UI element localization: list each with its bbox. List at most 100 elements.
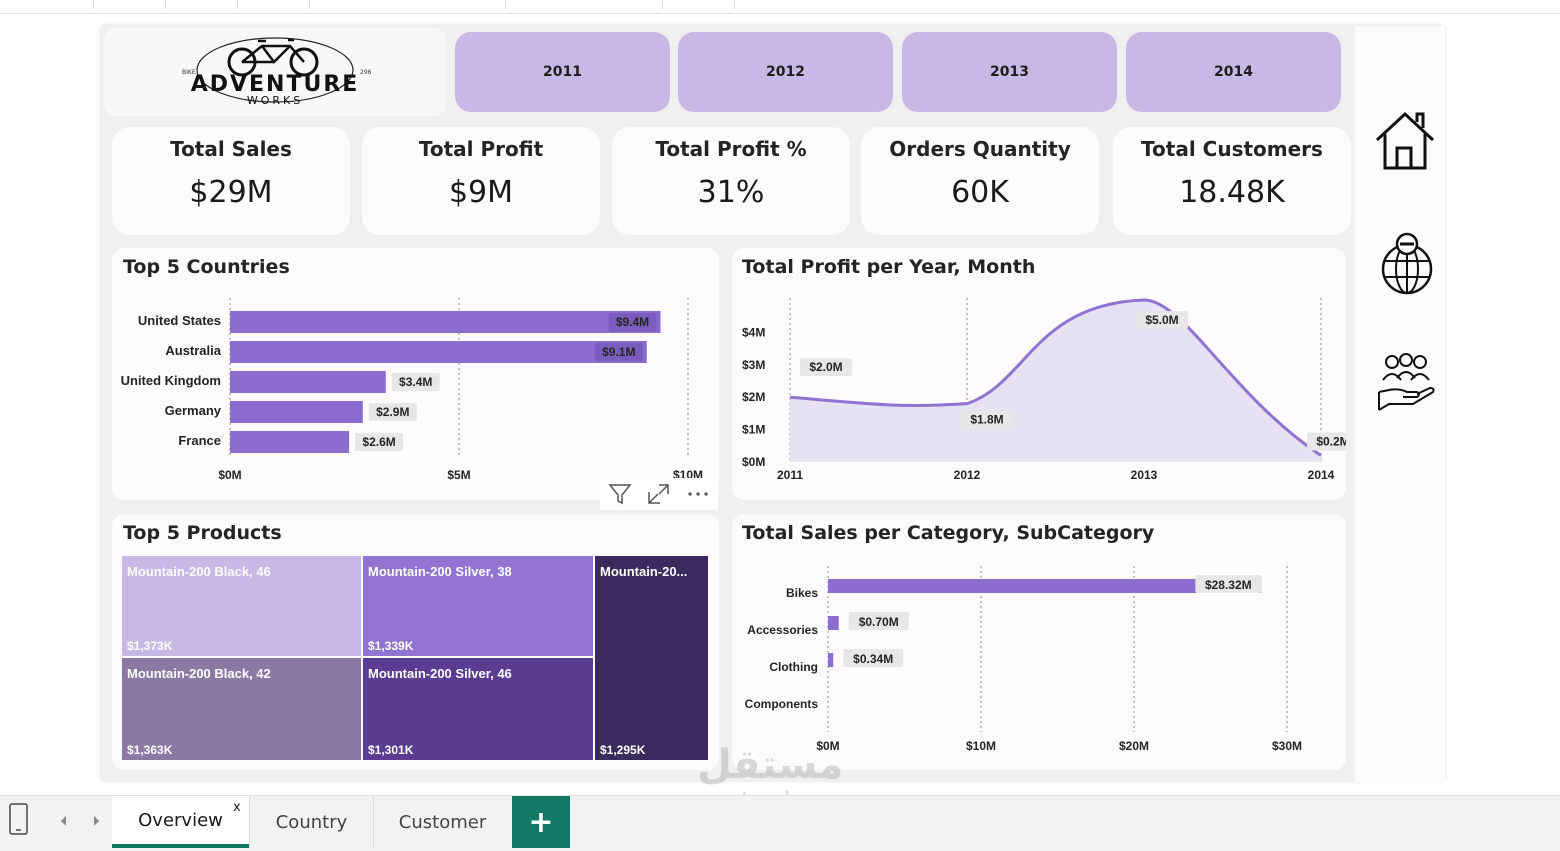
data-label-bg	[1136, 311, 1188, 329]
y-tick-label: $3M	[742, 358, 765, 372]
profit-area-chart: $0M $1M $2M $3M $4M 2011 2012 2013 2014 $2.0M $1.8…	[742, 298, 1346, 482]
tab-country[interactable]: Country	[275, 811, 348, 833]
bar	[828, 616, 839, 630]
kpi-value: 18.48K	[1179, 175, 1285, 210]
data-label: $9.1M	[602, 345, 635, 359]
globe-icon[interactable]	[1379, 230, 1435, 300]
y-tick-label: $0M	[742, 455, 765, 469]
x-tick-label: 2012	[954, 468, 981, 482]
year-button-2014[interactable]: 2014	[1126, 32, 1341, 112]
data-label-bg	[594, 343, 643, 361]
data-label-bg	[1307, 432, 1346, 451]
more-options-icon[interactable]	[685, 482, 711, 506]
bar	[230, 431, 350, 453]
treemap-cell-name: Mountain-200 Silver, 46	[368, 666, 512, 681]
kpi-title: Total Profit %	[655, 137, 807, 161]
year-button-2012[interactable]: 2012	[678, 32, 893, 112]
x-tick-label: $30M	[1272, 739, 1302, 753]
phone-layout-icon[interactable]	[8, 802, 30, 836]
y-tick-label: $4M	[742, 325, 765, 339]
treemap-cell-value: $1,339K	[368, 639, 414, 653]
customers-icon[interactable]	[1375, 352, 1437, 414]
chevron-left-icon[interactable]	[58, 814, 70, 828]
data-label: $28.32M	[1205, 578, 1252, 592]
treemap-cell-name: Mountain-200 Silver, 38	[368, 564, 512, 579]
visual-header-tools	[600, 478, 718, 510]
panel-title: Total Sales per Category, SubCategory	[742, 522, 1155, 544]
panel-title: Top 5 Countries	[123, 256, 290, 278]
close-tab-button[interactable]: x	[233, 800, 241, 815]
data-label: $2.0M	[809, 360, 842, 374]
treemap-cell[interactable]: Mountain-200 Black, 46 $1,373K	[122, 556, 361, 656]
top-ribbon-strip	[0, 0, 1560, 14]
treemap-cell[interactable]: Mountain-200 Silver, 46 $1,301K	[363, 658, 593, 760]
kpi-title: Total Profit	[418, 137, 544, 161]
category-label: Germany	[165, 403, 222, 418]
treemap-cell[interactable]: Mountain-200 Silver, 38 $1,339K	[363, 556, 593, 656]
data-label-bg	[961, 410, 1013, 429]
kpi-total-customers: Total Customers 18.48K	[1113, 127, 1351, 235]
data-label-bg	[608, 313, 657, 331]
kpi-value: 31%	[697, 175, 765, 210]
data-label-bg	[368, 403, 417, 421]
kpi-value: $29M	[189, 175, 273, 210]
top-countries-panel[interactable]: Top 5 Countries $0M $5M $10M United States $…	[112, 248, 719, 500]
data-label: $2.9M	[376, 405, 409, 419]
treemap-cell-name: Mountain-200 Black, 46	[127, 564, 271, 579]
logo-sub: WORKS	[247, 94, 303, 107]
series-line	[789, 298, 1322, 457]
kpi-total-profit-percent: Total Profit % 31%	[612, 127, 850, 235]
bar	[828, 653, 834, 667]
sales-per-category-panel[interactable]: Total Sales per Category, SubCategory $0…	[732, 514, 1346, 770]
category-label: Australia	[165, 343, 221, 358]
focus-mode-icon[interactable]	[646, 482, 672, 506]
data-label: $0.2M	[1316, 435, 1346, 449]
data-label-bg	[848, 612, 909, 630]
x-tick-label: 2014	[1308, 468, 1335, 482]
data-label: $9.4M	[616, 315, 649, 329]
data-label: $0.70M	[859, 615, 899, 629]
adventure-works-logo: ADVENTURE WORKS BIKE 296	[182, 37, 372, 107]
profit-per-year-panel[interactable]: Total Profit per Year, Month $0M $1M $2M $3…	[732, 248, 1346, 500]
data-label: $5.0M	[1145, 313, 1178, 327]
x-tick-label: $0M	[218, 468, 241, 482]
x-tick-label: $20M	[1119, 739, 1149, 753]
tab-customer[interactable]: Customer	[398, 811, 487, 833]
treemap-cell-name: Mountain-200 Black, 42	[127, 666, 271, 681]
category-label: United Kingdom	[121, 373, 221, 388]
data-label-bg	[843, 649, 904, 667]
data-label: $2.6M	[362, 435, 395, 449]
bar	[230, 311, 661, 333]
products-treemap: Mountain-200 Black, 46 $1,373K Mountain-20…	[122, 556, 708, 760]
treemap-cell[interactable]: Mountain-20... $1,295K	[595, 556, 708, 760]
x-tick-label: $10M	[966, 739, 996, 753]
treemap-cell-value: $1,373K	[127, 639, 173, 653]
filter-icon[interactable]	[607, 482, 633, 506]
navigation-sidebar	[1355, 26, 1445, 782]
home-icon[interactable]	[1373, 110, 1437, 172]
kpi-value: $9M	[448, 175, 514, 210]
panel-title: Total Profit per Year, Month	[742, 256, 1036, 278]
x-tick-label: 2011	[777, 468, 803, 482]
treemap-cell-name: Mountain-20...	[600, 564, 688, 579]
bar	[230, 401, 363, 423]
data-label-bg	[1195, 575, 1262, 593]
watermark-arabic: مستقل	[697, 742, 844, 788]
category-label: Components	[745, 697, 819, 711]
logo-card: ADVENTURE WORKS BIKE 296	[104, 28, 446, 116]
category-label: United States	[138, 313, 221, 328]
chevron-right-icon[interactable]	[90, 814, 102, 828]
page-tab-bar: Overview x Country Customer +	[0, 795, 1560, 851]
category-label: France	[178, 433, 221, 448]
data-label-bg	[391, 373, 440, 391]
add-page-button[interactable]: +	[512, 796, 570, 848]
year-button-2011[interactable]: 2011	[455, 32, 670, 112]
treemap-cell[interactable]: Mountain-200 Black, 42 $1,363K	[122, 658, 361, 760]
kpi-title: Total Sales	[170, 137, 292, 161]
tab-overview[interactable]: Overview	[112, 796, 249, 848]
year-button-2013[interactable]: 2013	[902, 32, 1117, 112]
kpi-orders-quantity: Orders Quantity 60K	[861, 127, 1099, 235]
kpi-total-profit: Total Profit $9M	[362, 127, 600, 235]
treemap-cell-value: $1,295K	[600, 743, 646, 757]
category-label: Bikes	[786, 586, 818, 600]
